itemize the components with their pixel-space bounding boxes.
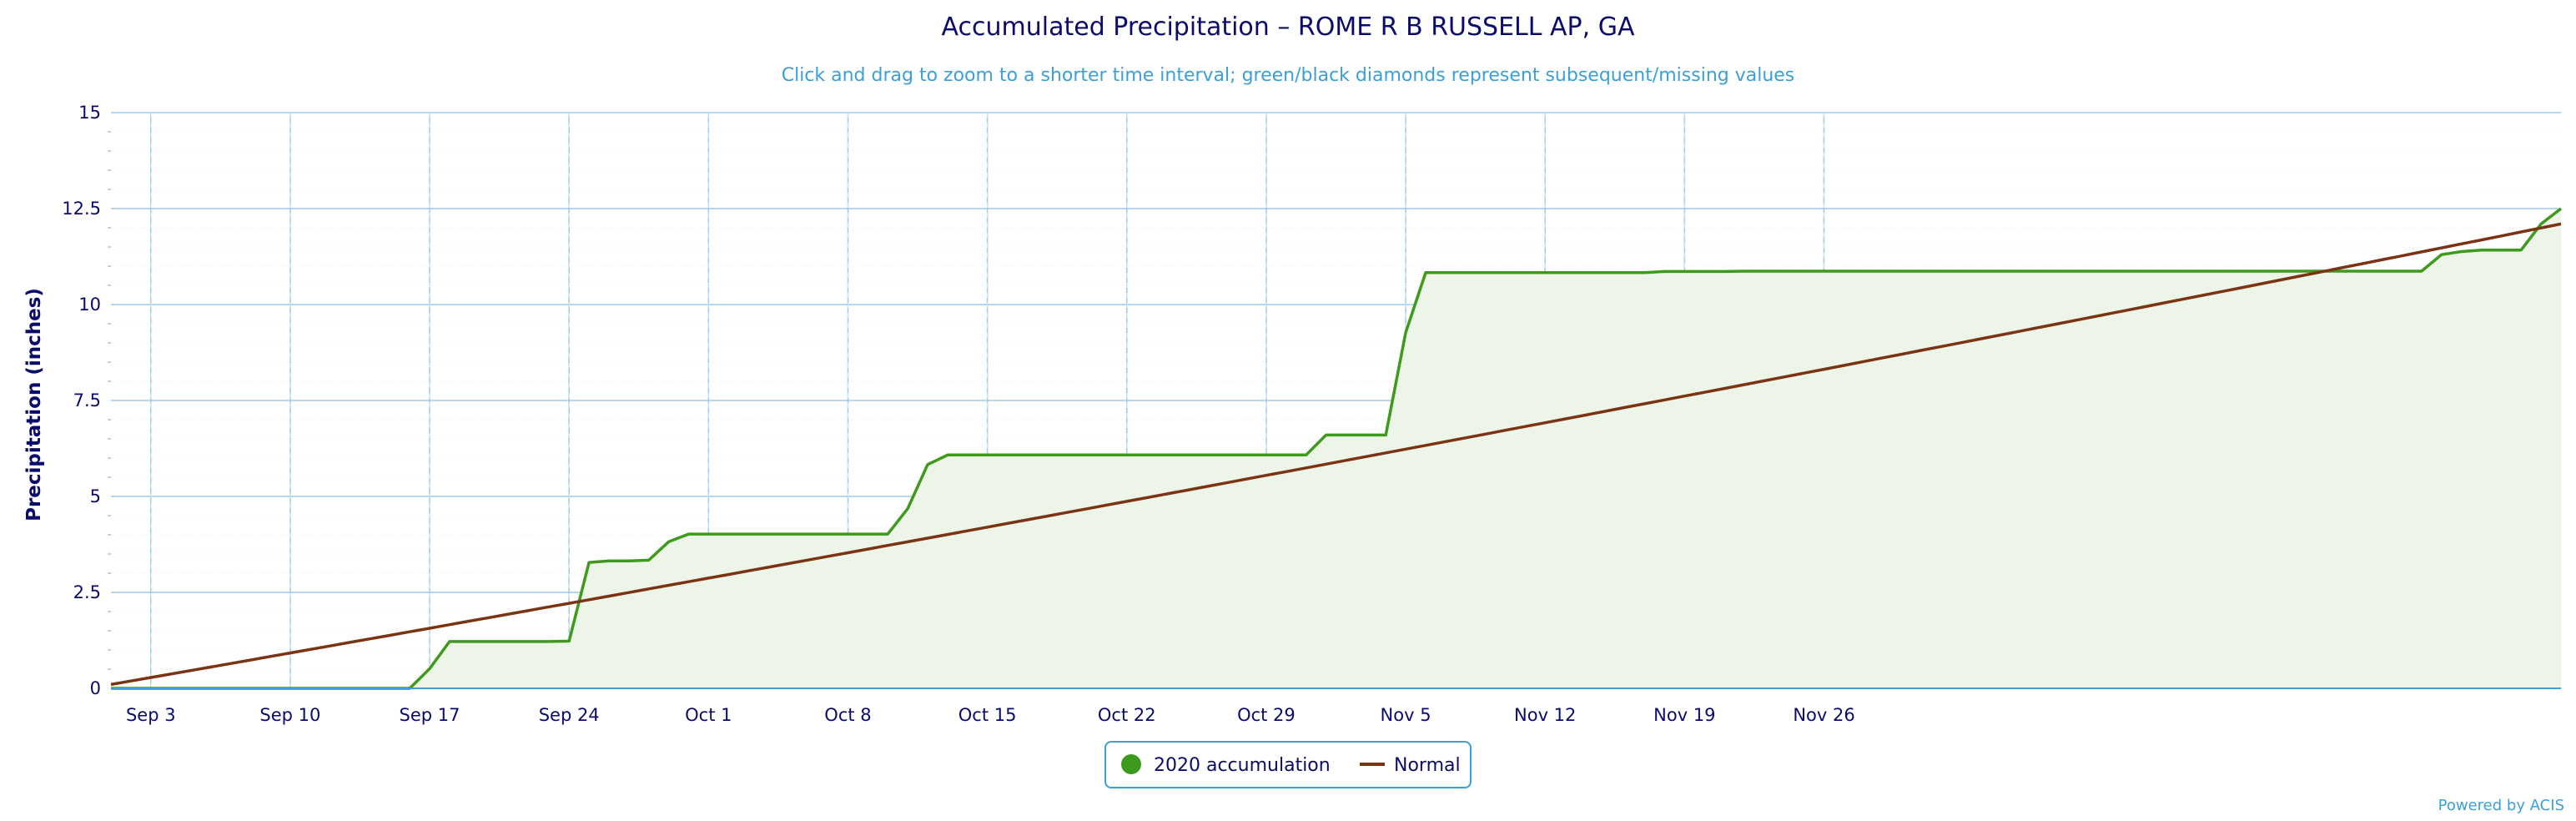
- x-tick-label: Sep 10: [259, 705, 320, 725]
- legend[interactable]: 2020 accumulation Normal: [1104, 741, 1472, 788]
- plot-area[interactable]: [110, 207, 2563, 690]
- accumulation-area: [111, 209, 2561, 688]
- y-tick-label: 10: [78, 295, 101, 315]
- x-tick-label: Nov 26: [1793, 705, 1854, 725]
- y-tick-label: 15: [78, 103, 101, 123]
- x-tick-label: Oct 1: [685, 705, 732, 725]
- chart-title: Accumulated Precipitation – ROME R B RUS…: [942, 13, 1635, 42]
- x-tick-label: Sep 17: [400, 705, 460, 725]
- y-axis-label: Precipitation (inches): [23, 288, 45, 521]
- legend-box: [1104, 741, 1472, 788]
- legend-item-accumulation[interactable]: 2020 accumulation: [1121, 754, 1331, 776]
- x-tick-label: Nov 12: [1514, 705, 1576, 725]
- normal-line: [110, 222, 2562, 687]
- y-tick-label: 2.5: [73, 582, 101, 602]
- x-tick-label: Oct 8: [824, 705, 871, 725]
- powered-by-credit[interactable]: Powered by ACIS: [2438, 797, 2564, 814]
- x-tick-label: Sep 24: [539, 705, 600, 725]
- x-tick-label: Nov 5: [1381, 705, 1431, 725]
- y-axis: 0 2.5 5 7.5 10 12.5 15: [62, 103, 111, 698]
- x-axis: Sep 3 Sep 10 Sep 17 Sep 24 Oct 1 Oct 8 Oct 15 O…: [111, 688, 2561, 725]
- chart-subtitle: Click and drag to zoom to a shorter time…: [782, 65, 1795, 86]
- legend-accumulation-label: 2020 accumulation: [1154, 755, 1331, 776]
- x-tick-label: Nov 19: [1653, 705, 1715, 725]
- y-tick-label: 0: [90, 678, 101, 698]
- x-tick-label: Oct 22: [1098, 705, 1156, 725]
- y-tick-label: 7.5: [73, 390, 101, 410]
- x-tick-label: Oct 29: [1237, 705, 1296, 725]
- legend-normal-label: Normal: [1394, 755, 1461, 776]
- legend-item-normal[interactable]: Normal: [1360, 755, 1461, 776]
- x-tick-label: Sep 3: [126, 705, 176, 725]
- y-tick-label: 5: [90, 486, 101, 506]
- x-tick-label: Oct 15: [958, 705, 1017, 725]
- accumulation-line: [111, 207, 2563, 690]
- legend-accumulation-marker: [1121, 754, 1141, 774]
- y-tick-label: 12.5: [62, 199, 101, 219]
